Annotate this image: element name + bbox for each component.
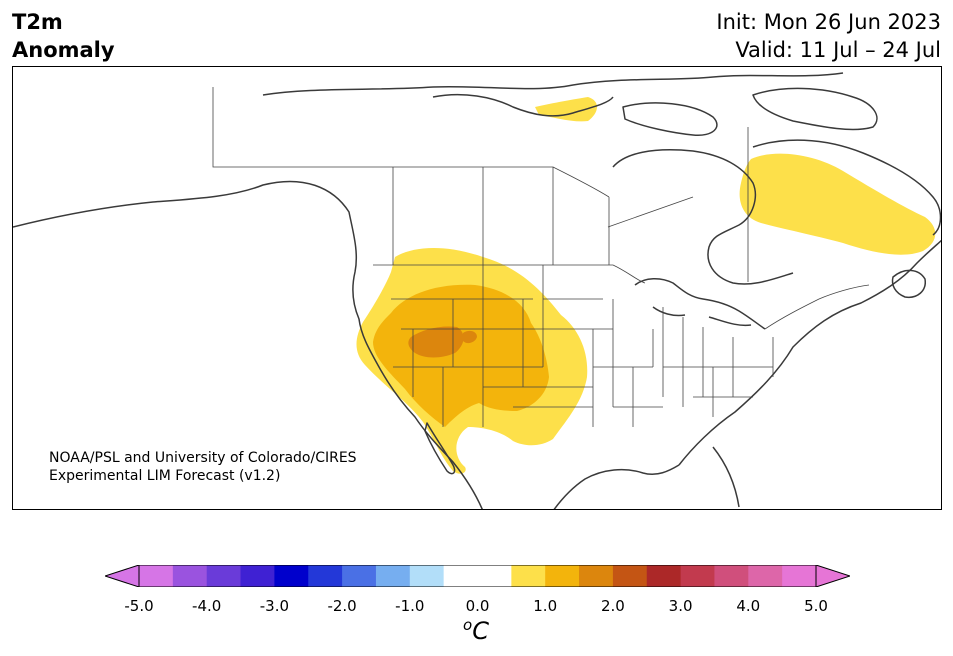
anomaly-region-2c <box>408 326 464 358</box>
map-canvas <box>13 72 941 509</box>
colorbar-segments <box>139 565 817 587</box>
colorbar-segment <box>240 565 275 587</box>
colorbar-tick-label: -1.0 <box>395 597 425 615</box>
gulf-coast <box>553 464 680 509</box>
labrador-coast <box>752 139 941 236</box>
great-lakes <box>634 278 766 330</box>
colorbar-segment <box>579 565 614 587</box>
unit-degree-symbol: o <box>463 616 473 634</box>
florida <box>712 446 740 508</box>
colorbar-tick-label: 1.0 <box>533 597 558 615</box>
arctic-island-b <box>622 102 718 136</box>
title-line-anomaly: Anomaly <box>12 38 115 62</box>
colorbar-segment <box>172 565 208 587</box>
colorbar-segment <box>612 565 648 587</box>
colorbar-segment <box>375 565 411 587</box>
credit-line-1: NOAA/PSL and University of Colorado/CIRE… <box>49 450 357 466</box>
state-province-borders <box>212 87 870 427</box>
colorbar-segment <box>308 565 343 587</box>
arctic-islands <box>262 72 844 96</box>
colorbar-segment <box>782 565 817 587</box>
colorbar-unit: oC <box>463 616 489 645</box>
anomaly-shading <box>356 97 936 474</box>
us-state-grid-central <box>542 265 663 427</box>
hudson-bay-shore <box>612 149 794 285</box>
credit-line-2: Experimental LIM Forecast (v1.2) <box>49 468 281 484</box>
colorbar-segment <box>646 565 682 587</box>
colorbar-tick-label: 4.0 <box>736 597 761 615</box>
us-state-grid-east <box>662 307 774 417</box>
baja-peninsula <box>424 422 456 475</box>
anomaly-region-1c-hudson <box>739 153 936 255</box>
us-state-grid-west <box>391 265 593 427</box>
anomaly-region-2c-small <box>463 330 477 344</box>
canada-province-lines <box>212 87 749 282</box>
colorbar-tick-label: 2.0 <box>600 597 625 615</box>
colorbar-under-arrow <box>105 565 140 587</box>
temperature-colorbar <box>105 565 850 587</box>
colorbar-tick-label: 3.0 <box>668 597 693 615</box>
coastlines <box>13 72 941 509</box>
colorbar-segment <box>139 565 174 587</box>
canada-us-border <box>372 264 870 330</box>
data-source-credit: NOAA/PSL and University of Colorado/CIRE… <box>49 449 357 485</box>
colorbar-tick-label: -3.0 <box>259 597 290 615</box>
colorbar-segment <box>409 565 445 587</box>
colorbar-segment <box>511 565 546 587</box>
colorbar-tick-label: 0.0 <box>465 597 490 615</box>
colorbar-segment <box>443 565 479 587</box>
east-coast <box>678 239 941 466</box>
init-date: Init: Mon 26 Jun 2023 <box>716 10 941 34</box>
colorbar-outline <box>138 565 817 587</box>
arctic-island-a <box>432 93 614 117</box>
unit-letter: C <box>472 617 489 645</box>
anomaly-map <box>12 66 942 510</box>
colorbar-segment <box>545 565 580 587</box>
colorbar-segment <box>748 565 783 587</box>
colorbar-segment <box>477 565 512 587</box>
colorbar-segment <box>342 565 377 587</box>
anomaly-region-1-5c <box>373 284 549 427</box>
newfoundland <box>891 269 926 299</box>
colorbar-segment <box>206 565 242 587</box>
forecast-info: Init: Mon 26 Jun 2023 Valid: 11 Jul – 24… <box>716 8 941 64</box>
title-line-variable: T2m <box>12 10 63 34</box>
map-title: T2m Anomaly <box>12 8 115 64</box>
colorbar-over-arrow <box>815 565 850 587</box>
colorbar-tick-label: -2.0 <box>327 597 357 615</box>
colorbar-segment <box>714 565 749 587</box>
colorbar-segment <box>680 565 716 587</box>
colorbar-tick-label: 5.0 <box>804 597 828 615</box>
valid-range: Valid: 11 Jul – 24 Jul <box>735 38 941 62</box>
colorbar-segment <box>274 565 309 587</box>
colorbar-tick-label: -5.0 <box>124 597 154 615</box>
colorbar-tick-label: -4.0 <box>192 597 222 615</box>
arctic-island-c <box>752 87 878 131</box>
